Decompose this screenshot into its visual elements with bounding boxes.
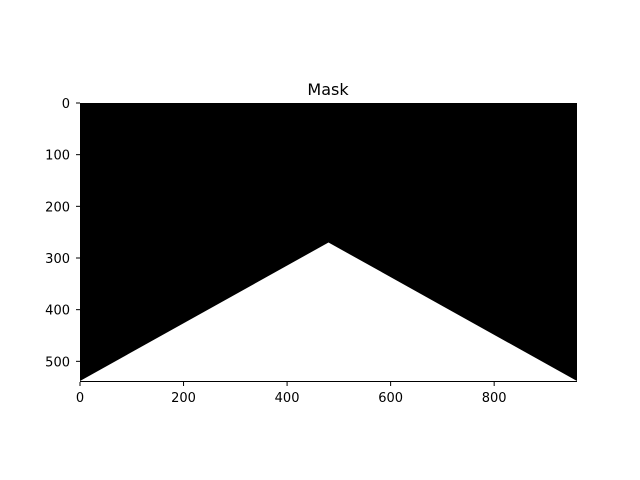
y-tick-label: 500 xyxy=(45,355,70,370)
y-tick-label: 0 xyxy=(62,97,70,112)
mask-region xyxy=(80,242,577,381)
x-tick-label: 800 xyxy=(482,391,507,406)
chart-title: Mask xyxy=(307,80,349,99)
y-tick-label: 200 xyxy=(45,200,70,215)
y-tick-label: 100 xyxy=(45,149,70,164)
x-axis: 0 200 400 600 800 xyxy=(76,382,507,406)
y-tick-label: 300 xyxy=(45,252,70,267)
x-tick-label: 400 xyxy=(275,391,300,406)
x-tick-label: 200 xyxy=(171,391,196,406)
y-tick-label: 400 xyxy=(45,304,70,319)
y-axis: 0 100 200 300 400 500 xyxy=(45,97,80,370)
x-tick-label: 600 xyxy=(378,391,403,406)
x-tick-label: 0 xyxy=(76,391,84,406)
